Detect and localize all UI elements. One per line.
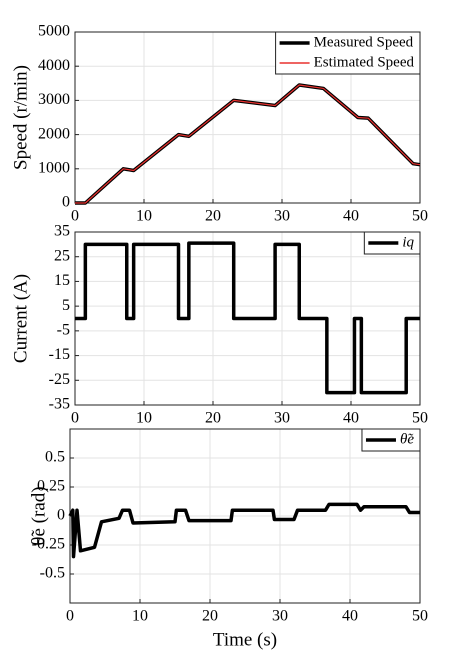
legend-label: Estimated Speed: [314, 54, 415, 70]
y-tick-label: 35: [54, 223, 70, 240]
x-axis-label: Time (s): [213, 629, 277, 650]
x-tick-label: 50: [412, 608, 428, 625]
data-line: [68, 502, 420, 559]
x-tick-label: 0: [71, 208, 79, 225]
x-tick-label: 10: [132, 608, 148, 625]
y-axis-label: Speed (r/min): [10, 65, 31, 170]
y-tick-label: 5: [62, 297, 70, 314]
y-axis-label: θ̃e (rad): [28, 486, 49, 545]
x-tick-label: 50: [412, 208, 428, 225]
y-tick-label: 0: [62, 194, 70, 211]
y-tick-label: -0.25: [32, 536, 65, 553]
y-tick-label: -35: [49, 396, 70, 413]
legend: Measured Speed Estimated Speed: [275, 31, 421, 75]
y-tick-label: 0.5: [45, 449, 65, 466]
x-tick-label: 10: [136, 208, 152, 225]
x-tick-label: 20: [205, 208, 221, 225]
x-tick-label: 30: [274, 208, 290, 225]
y-tick-label: -25: [49, 371, 70, 388]
x-tick-label: 0: [71, 410, 79, 427]
y-tick-label: -0.5: [40, 565, 65, 582]
y-tick-label: 25: [54, 247, 70, 264]
x-tick-label: 30: [274, 410, 290, 427]
x-tick-label: 20: [202, 608, 218, 625]
y-axis-label: Current (A): [10, 274, 31, 363]
x-tick-label: 50: [412, 410, 428, 427]
y-tick-label: 0: [57, 507, 65, 524]
data-line: [75, 241, 420, 395]
axes-frame: [74, 31, 421, 204]
data-line: [75, 84, 421, 204]
legend-box: [275, 31, 421, 75]
legend: iq: [363, 231, 421, 255]
legend-label: Measured Speed: [314, 34, 414, 50]
x-tick-label: 40: [343, 410, 359, 427]
y-tick-label: 0.25: [37, 478, 65, 495]
x-tick-label: 40: [343, 208, 359, 225]
legend-label: θ̃e: [400, 431, 414, 447]
y-tick-label: 15: [54, 272, 70, 289]
x-tick-label: 30: [272, 608, 288, 625]
x-tick-label: 20: [205, 410, 221, 427]
legend-label: iq: [402, 234, 414, 250]
y-tick-label: 1000: [38, 159, 70, 176]
y-tick-label: 4000: [38, 57, 70, 74]
y-tick-label: 3000: [38, 91, 70, 108]
x-tick-label: 40: [342, 608, 358, 625]
y-tick-label: -15: [49, 346, 70, 363]
legend: θ̃e: [361, 428, 421, 452]
y-tick-label: -5: [57, 322, 70, 339]
x-tick-label: 10: [136, 410, 152, 427]
y-tick-label: 2000: [38, 125, 70, 142]
y-tick-label: 5000: [38, 23, 70, 40]
x-tick-label: 0: [66, 608, 74, 625]
